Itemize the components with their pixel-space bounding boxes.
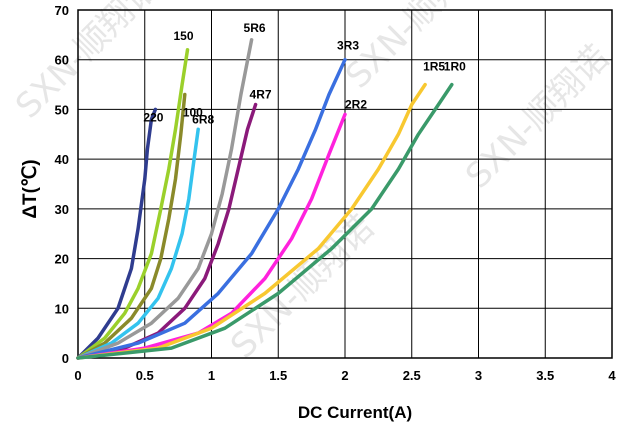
x-tick-label: 1 xyxy=(208,368,215,383)
series-label-2R2: 2R2 xyxy=(345,97,367,111)
series-label-4R7: 4R7 xyxy=(250,87,272,101)
plot-frame xyxy=(77,9,613,359)
y-tick-labels: 0 10 20 30 40 50 60 70 xyxy=(55,3,69,366)
series-label-100: 100 xyxy=(183,106,203,120)
y-axis-title: ΔT(℃) xyxy=(20,159,41,218)
series-line-5R6 xyxy=(76,38,254,360)
watermark-text: SXN-顺翔诺 xyxy=(338,0,497,96)
y-tick-label: 70 xyxy=(55,3,69,18)
x-axis-title: DC Current(A) xyxy=(298,403,412,422)
y-tick-label: 0 xyxy=(62,351,69,366)
x-tick-label: 2.5 xyxy=(403,368,421,383)
x-tick-label: 0 xyxy=(74,368,81,383)
series-line-2R2 xyxy=(76,112,347,360)
x-tick-label: 3 xyxy=(475,368,482,383)
series-label-1R0: 1R0 xyxy=(444,60,466,74)
x-tick-label: 3.5 xyxy=(536,368,554,383)
watermark-text: SXN-顺翔诺 xyxy=(8,0,167,126)
x-tick-label: 4 xyxy=(608,368,616,383)
series-line-1R0 xyxy=(76,82,454,360)
y-tick-label: 40 xyxy=(55,152,69,167)
series-label-3R3: 3R3 xyxy=(337,39,359,53)
series-label-1R5: 1R5 xyxy=(423,60,445,74)
series-line-6R8 xyxy=(76,127,200,360)
series-line-220 xyxy=(76,107,158,360)
series-layer xyxy=(76,38,454,360)
y-tick-label: 10 xyxy=(55,301,69,316)
y-tick-label: 20 xyxy=(55,252,69,267)
series-label-6R8: 6R8 xyxy=(192,112,214,126)
x-tick-label: 1.5 xyxy=(269,368,287,383)
x-tick-label: 0.5 xyxy=(136,368,154,383)
watermark-text: SXN-顺翔诺 xyxy=(223,208,382,367)
y-tick-label: 30 xyxy=(55,202,69,217)
y-tick-label: 60 xyxy=(55,53,69,68)
watermark-text: SXN-顺翔诺 xyxy=(458,38,617,197)
series-line-150 xyxy=(76,48,190,360)
y-tick-label: 50 xyxy=(55,102,69,117)
series-line-3R3 xyxy=(76,57,347,360)
series-line-100 xyxy=(76,92,187,360)
x-tick-labels: 0 0.5 1 1.5 2 2.5 3 3.5 4 xyxy=(74,368,616,383)
series-label-220: 220 xyxy=(143,110,163,124)
series-label-5R6: 5R6 xyxy=(244,21,266,35)
x-tick-label: 2 xyxy=(341,368,348,383)
series-line-1R5 xyxy=(76,82,427,360)
series-label-150: 150 xyxy=(173,29,193,43)
